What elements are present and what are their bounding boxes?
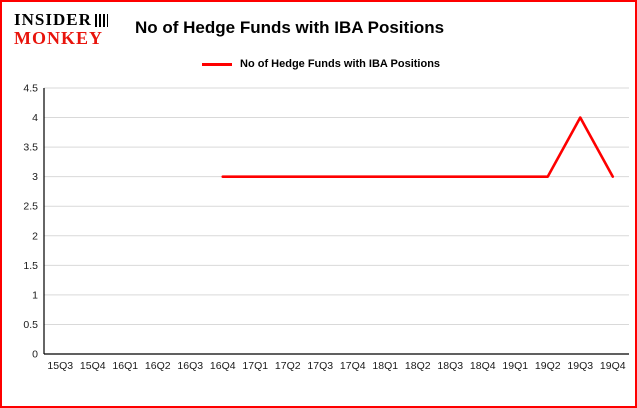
x-tick-label: 18Q3 bbox=[437, 360, 463, 372]
x-tick-label: 15Q4 bbox=[80, 360, 106, 372]
logo-insider-text: INSIDER bbox=[14, 10, 108, 29]
x-tick-label: 16Q4 bbox=[210, 360, 236, 372]
insider-monkey-logo: INSIDER MONKEY bbox=[14, 10, 108, 49]
logo-insider-label: INSIDER bbox=[14, 10, 92, 29]
y-tick-label: 4.5 bbox=[23, 83, 38, 95]
logo-monkey-text: MONKEY bbox=[14, 28, 103, 49]
y-tick-label: 1.5 bbox=[23, 260, 38, 272]
legend-line-swatch bbox=[202, 62, 232, 66]
x-tick-label: 17Q1 bbox=[242, 360, 268, 372]
y-tick-label: 2 bbox=[32, 230, 38, 242]
y-tick-label: 3.5 bbox=[23, 142, 38, 154]
x-tick-label: 18Q1 bbox=[372, 360, 398, 372]
x-tick-label: 15Q3 bbox=[47, 360, 73, 372]
y-tick-label: 4 bbox=[32, 112, 38, 124]
x-tick-label: 17Q4 bbox=[340, 360, 366, 372]
y-tick-label: 1 bbox=[32, 289, 38, 301]
chart-title: No of Hedge Funds with IBA Positions bbox=[135, 18, 445, 37]
x-tick-label: 19Q1 bbox=[502, 360, 528, 372]
y-tick-label: 0.5 bbox=[23, 319, 38, 331]
x-tick-label: 18Q4 bbox=[470, 360, 496, 372]
x-tick-label: 19Q3 bbox=[567, 360, 593, 372]
y-tick-label: 2.5 bbox=[23, 201, 38, 213]
y-tick-label: 0 bbox=[32, 349, 38, 361]
x-tick-label: 18Q2 bbox=[405, 360, 431, 372]
y-tick-label: 3 bbox=[32, 171, 38, 183]
legend: No of Hedge Funds with IBA Positions bbox=[202, 58, 440, 70]
x-tick-label: 17Q2 bbox=[275, 360, 301, 372]
x-tick-label: 19Q2 bbox=[535, 360, 561, 372]
x-tick-label: 19Q4 bbox=[600, 360, 626, 372]
legend-label: No of Hedge Funds with IBA Positions bbox=[240, 58, 441, 70]
x-tick-label: 16Q2 bbox=[145, 360, 171, 372]
x-tick-label: 16Q3 bbox=[177, 360, 203, 372]
barcode-icon bbox=[94, 13, 108, 27]
x-tick-label: 17Q3 bbox=[307, 360, 333, 372]
series-line bbox=[221, 116, 615, 178]
x-tick-label: 16Q1 bbox=[112, 360, 138, 372]
